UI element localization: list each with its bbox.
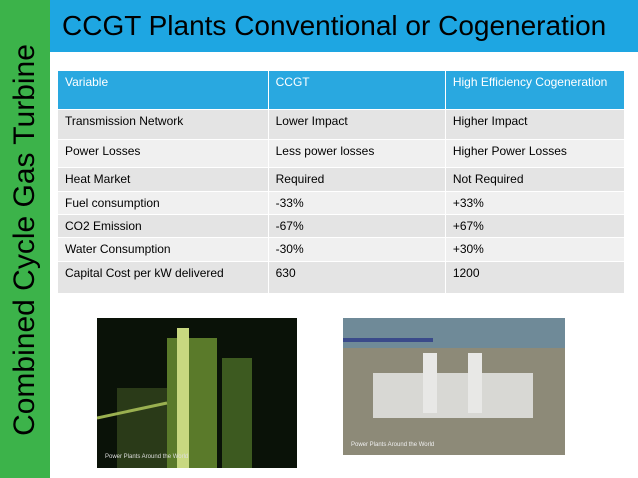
table-row: Power Losses Less power losses Higher Powe…	[57, 139, 626, 168]
table-cell: -67%	[267, 214, 446, 238]
table-cell: Heat Market	[57, 167, 269, 192]
table-cell: Fuel consumption	[57, 191, 269, 215]
side-bar: Combined Cycle Gas Turbine	[0, 0, 50, 478]
table-cell: Not Required	[444, 167, 626, 192]
slide-title: CCGT Plants Conventional or Cogeneration	[62, 10, 607, 41]
table-row: Fuel consumption -33% +33%	[57, 191, 626, 215]
plant-photo: Power Plants Around the World	[97, 318, 297, 468]
table-cell: -33%	[267, 191, 446, 215]
table-cell: Higher Power Losses	[444, 139, 626, 168]
table-cell: 630	[267, 261, 446, 294]
plant-photo: Power Plants Around the World	[343, 318, 565, 455]
column-header: Variable	[57, 70, 269, 110]
table-cell: +30%	[444, 237, 626, 262]
comparison-table: Variable CCGT High Efficiency Cogeneration…	[57, 70, 626, 294]
table-cell: Capital Cost per kW delivered	[57, 261, 269, 294]
table-row: Capital Cost per kW delivered 630 1200	[57, 261, 626, 294]
table-cell: Less power losses	[267, 139, 446, 168]
table-cell: 1200	[444, 261, 626, 294]
header-row: Variable CCGT High Efficiency Cogeneration	[57, 70, 626, 110]
table-cell: +67%	[444, 214, 626, 238]
table-cell: Higher Impact	[444, 109, 626, 140]
table-cell: Required	[267, 167, 446, 192]
column-header: CCGT	[267, 70, 446, 110]
table-row: Water Consumption -30% +30%	[57, 237, 626, 262]
table-cell: Lower Impact	[267, 109, 446, 140]
table-row: Transmission Network Lower Impact Higher I…	[57, 109, 626, 140]
table-row: Heat Market Required Not Required	[57, 167, 626, 192]
column-header: High Efficiency Cogeneration	[444, 70, 626, 110]
table-row: CO2 Emission -67% +67%	[57, 214, 626, 238]
side-title: Combined Cycle Gas Turbine	[8, 44, 41, 436]
table-cell: Transmission Network	[57, 109, 269, 140]
table-cell: CO2 Emission	[57, 214, 269, 238]
table-cell: +33%	[444, 191, 626, 215]
header-bar: CCGT Plants Conventional or Cogeneration	[50, 0, 638, 52]
table-cell: Water Consumption	[57, 237, 269, 262]
table-cell: Power Losses	[57, 139, 269, 168]
table-cell: -30%	[267, 237, 446, 262]
image-caption: Power Plants Around the World	[351, 442, 434, 448]
image-caption: Power Plants Around the World	[105, 454, 188, 460]
